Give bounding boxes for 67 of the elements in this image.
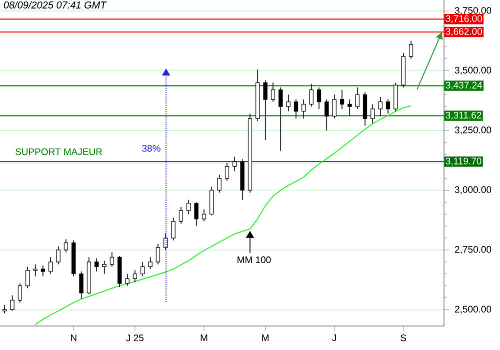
candlestick [48, 256, 53, 274]
candlestick [2, 304, 7, 314]
candlestick [408, 40, 414, 60]
candlestick [370, 104, 375, 124]
annotation: SUPPORT MAJEUR [15, 148, 102, 156]
candlestick [232, 156, 237, 172]
candlestick [286, 94, 290, 112]
candlestick [263, 80, 268, 140]
candlestick [156, 244, 160, 265]
ref-line-label: 3,437.24 [446, 82, 482, 90]
candlestick [302, 99, 306, 119]
candlestick [18, 283, 22, 303]
annotation: 08/09/2025 07:41 GMT [4, 1, 107, 9]
candlestick [194, 202, 198, 226]
x-tick-label: S [400, 334, 406, 342]
y-tick-label: 3,250.00 [454, 126, 492, 134]
candlestick [186, 199, 191, 215]
x-tick-label: J 25 [126, 334, 144, 342]
candlestick [26, 266, 30, 289]
candlestick [394, 82, 398, 112]
annotation: 38% [142, 144, 160, 152]
candlestick [324, 99, 329, 131]
candlestick [362, 92, 368, 126]
candlestick [340, 89, 344, 110]
y-tick-label: 2,500.00 [455, 306, 492, 314]
candlestick [386, 99, 390, 114]
ref-line-label: 3,662.00 [446, 28, 482, 36]
x-tick-label: M [262, 334, 269, 342]
candlestick [33, 264, 38, 277]
ref-line-label: 3,119.70 [446, 158, 482, 166]
candlestick [270, 82, 276, 102]
candlestick [316, 87, 322, 110]
ref-line-label: 3,716.00 [446, 15, 482, 24]
y-tick-label: 2,750.00 [455, 246, 492, 254]
candlestick [132, 270, 138, 283]
x-tick-label: M [200, 334, 208, 342]
candlestick [278, 87, 283, 152]
candlestick [348, 99, 352, 117]
candlestick [79, 271, 84, 300]
candlestick [110, 252, 114, 268]
x-tick-label: J [332, 334, 336, 342]
candlestick [140, 262, 145, 277]
candlestick [148, 256, 152, 270]
candlestick [332, 94, 336, 119]
y-tick-label: 3,750.00 [454, 7, 492, 15]
candlestick [56, 246, 60, 265]
y-tick-label: 3,500.00 [454, 66, 492, 75]
candlestick [355, 87, 360, 110]
candlestick [125, 273, 130, 286]
candlestick [294, 99, 298, 119]
candlestick [217, 174, 222, 194]
candlestick [171, 217, 176, 241]
candlestick [40, 265, 46, 277]
annotation: MM 100 [238, 256, 271, 264]
x-tick-label: N [70, 334, 76, 342]
candlestick [64, 238, 68, 253]
candlestick [210, 186, 214, 216]
candlestick [202, 208, 206, 222]
ref-line-label: 3,311.62 [446, 112, 482, 120]
candlestick [178, 206, 184, 224]
candlestick [10, 294, 14, 312]
candlestick [378, 96, 382, 117]
candlestick [94, 258, 99, 272]
candlestick [224, 162, 230, 182]
candlestick [102, 260, 106, 274]
y-tick-label: 3,000.00 [454, 186, 492, 194]
candlestick [309, 83, 314, 107]
